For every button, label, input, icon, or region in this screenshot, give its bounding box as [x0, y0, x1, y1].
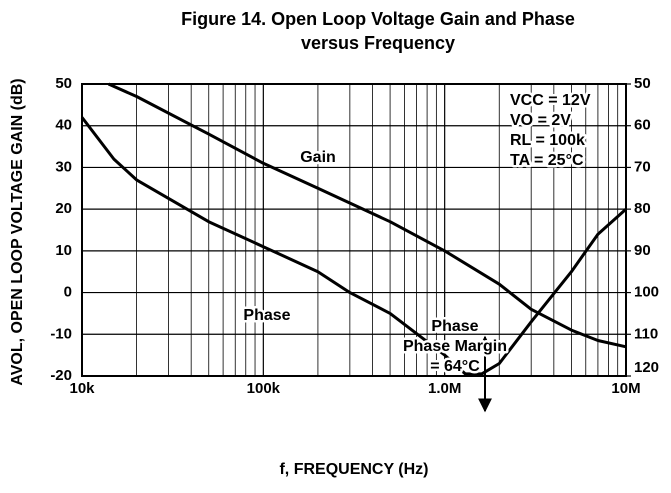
y2-tick-label: 80: [634, 200, 651, 217]
y-tick-label: -20: [50, 367, 72, 384]
x-tick-label: 10M: [611, 380, 640, 397]
series-label: Phase: [243, 307, 290, 324]
y-tick-label: 30: [55, 158, 72, 175]
series-line: [80, 116, 627, 376]
series-line: [107, 82, 627, 349]
y-tick-label: -10: [50, 325, 72, 342]
annotation: Phase Margin: [403, 338, 507, 355]
y-tick-label: 20: [55, 200, 72, 217]
annotation: = 64°C: [430, 358, 480, 375]
x-tick-label: 1.0M: [428, 380, 461, 397]
x-tick-label: 10k: [69, 380, 95, 397]
x-axis-label: f, FREQUENCY (Hz): [279, 461, 428, 478]
condition: VO = 2V: [510, 112, 571, 129]
y-tick-label: 40: [55, 117, 72, 134]
condition: VCC = 12V: [510, 92, 591, 109]
y-tick-label: 0: [64, 284, 72, 301]
chart-title: versus Frequency: [301, 33, 455, 53]
y2-tick-label: 50: [634, 75, 651, 92]
y2-tick-label: 110: [634, 325, 658, 342]
condition: RL = 100k: [510, 132, 585, 149]
y-axis-label: AVOL, OPEN LOOP VOLTAGE GAIN (dB): [9, 78, 26, 385]
y2-tick-label: 100: [634, 284, 659, 301]
y2-tick-label: 60: [634, 117, 651, 134]
y2-tick-label: 70: [634, 158, 651, 175]
condition: TA = 25°C: [510, 152, 584, 169]
y-tick-label: 10: [55, 242, 72, 259]
y2-tick-label: 90: [634, 242, 651, 259]
plot-frame: [81, 83, 627, 377]
chart-title: Figure 14. Open Loop Voltage Gain and Ph…: [181, 9, 575, 29]
series-label: Gain: [300, 149, 336, 166]
y-tick-label: 50: [55, 75, 72, 92]
annotation: Phase: [431, 318, 478, 335]
y2-tick-label: 120: [634, 359, 659, 376]
x-tick-label: 100k: [247, 380, 281, 397]
